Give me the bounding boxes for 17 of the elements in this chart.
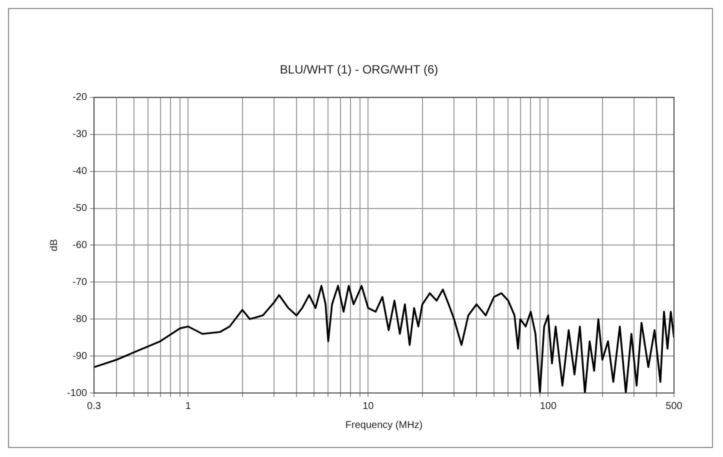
x-axis-title: Frequency (MHz) xyxy=(345,420,423,431)
chart-title: BLU/WHT (1) - ORG/WHT (6) xyxy=(280,62,438,77)
y-tick-label: -30 xyxy=(72,129,88,140)
x-tick-label: 1 xyxy=(185,400,192,412)
y-tick-label: -80 xyxy=(72,314,88,325)
y-tick-label: -60 xyxy=(72,240,88,251)
x-tick-label: 500 xyxy=(666,400,683,412)
x-tick-label: 100 xyxy=(540,400,557,412)
y-tick-label: -20 xyxy=(72,92,88,104)
y-tick-label: -90 xyxy=(72,350,88,362)
y-tick-label: -40 xyxy=(72,166,88,178)
x-tick-label: 10 xyxy=(362,400,374,412)
y-axis-title: dB xyxy=(48,238,60,252)
y-tick-label: -50 xyxy=(72,203,88,214)
y-tick-label: -70 xyxy=(72,276,88,288)
x-tick-label: 0.3 xyxy=(87,400,102,412)
y-tick-label: -100 xyxy=(67,388,88,399)
